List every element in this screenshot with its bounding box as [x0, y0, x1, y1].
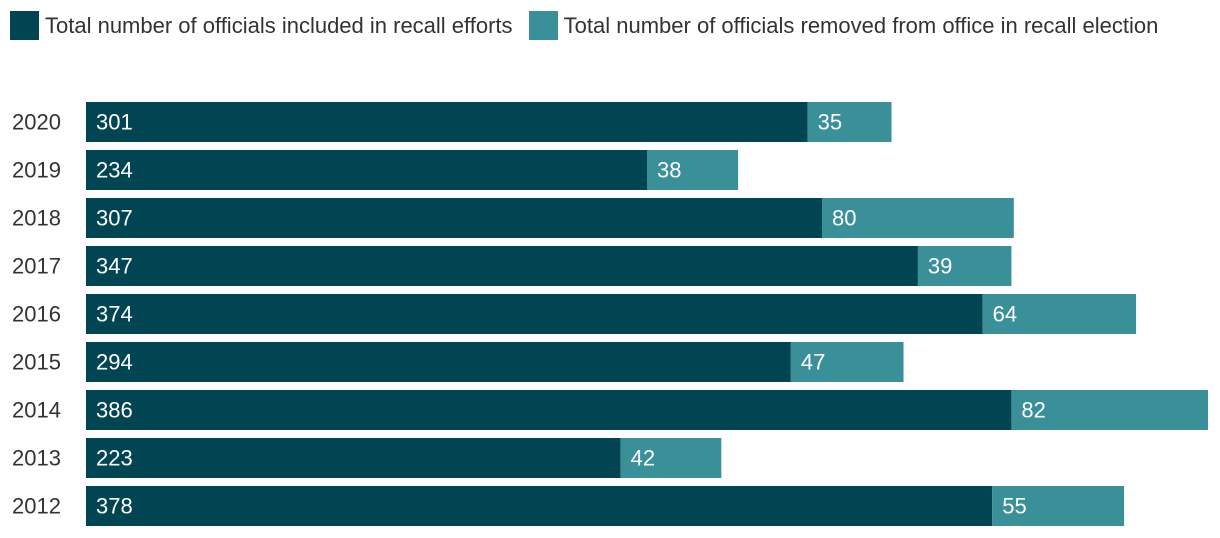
bar-value-label-included-2013: 223: [96, 446, 133, 471]
bar-value-label-included-2020: 301: [96, 110, 133, 135]
bar-included-2017: [86, 246, 918, 286]
legend-label-removed: Total number of officials removed from o…: [563, 13, 1159, 38]
chart-legend: Total number of officials included in re…: [10, 8, 1215, 44]
bar-value-label-removed-2016: 64: [993, 302, 1017, 327]
bar-value-label-included-2014: 386: [96, 398, 133, 423]
bar-included-2018: [86, 198, 823, 238]
bar-value-label-removed-2014: 82: [1021, 398, 1045, 423]
year-label-2018: 2018: [12, 206, 61, 231]
bar-removed-2015: [790, 342, 904, 382]
legend-label-included: Total number of officials included in re…: [45, 13, 513, 38]
bar-included-2016: [86, 294, 983, 334]
bar-included-2020: [86, 102, 808, 142]
year-label-2019: 2019: [12, 158, 61, 183]
bar-removed-2017: [917, 246, 1012, 286]
bar-value-label-included-2015: 294: [96, 350, 133, 375]
legend-swatch-removed: [528, 11, 558, 40]
legend-item-included: Total number of officials included in re…: [10, 11, 513, 40]
bar-removed-2018: [822, 198, 1014, 238]
year-label-2017: 2017: [12, 254, 61, 279]
bar-value-label-included-2017: 347: [96, 254, 133, 279]
bar-removed-2012: [992, 486, 1125, 526]
bar-included-2012: [86, 486, 993, 526]
bar-value-label-removed-2019: 38: [657, 158, 681, 183]
bar-value-label-included-2018: 307: [96, 206, 133, 231]
bar-removed-2020: [807, 102, 892, 142]
bar-removed-2013: [620, 438, 722, 478]
bar-value-label-removed-2017: 39: [928, 254, 952, 279]
bar-included-2019: [86, 150, 647, 190]
year-label-2020: 2020: [12, 110, 61, 135]
year-label-2012: 2012: [12, 494, 61, 519]
bar-included-2014: [86, 390, 1012, 430]
bar-value-label-included-2019: 234: [96, 158, 133, 183]
year-label-2016: 2016: [12, 302, 61, 327]
bar-value-label-removed-2015: 47: [801, 350, 825, 375]
bar-value-label-removed-2020: 35: [818, 110, 842, 135]
bar-value-label-removed-2018: 80: [832, 206, 856, 231]
bar-included-2015: [86, 342, 791, 382]
legend-swatch-included: [10, 11, 39, 40]
bar-removed-2014: [1011, 390, 1208, 430]
bar-value-label-included-2016: 374: [96, 302, 133, 327]
bar-value-label-removed-2012: 55: [1002, 494, 1026, 519]
bar-value-label-included-2012: 378: [96, 494, 133, 519]
bar-removed-2019: [647, 150, 739, 190]
bar-value-label-removed-2013: 42: [631, 446, 655, 471]
year-label-2015: 2015: [12, 350, 61, 375]
year-label-2013: 2013: [12, 446, 61, 471]
bar-removed-2016: [982, 294, 1137, 334]
bar-included-2013: [86, 438, 621, 478]
legend-item-removed: Total number of officials removed from o…: [528, 11, 1159, 40]
year-label-2014: 2014: [12, 398, 61, 423]
